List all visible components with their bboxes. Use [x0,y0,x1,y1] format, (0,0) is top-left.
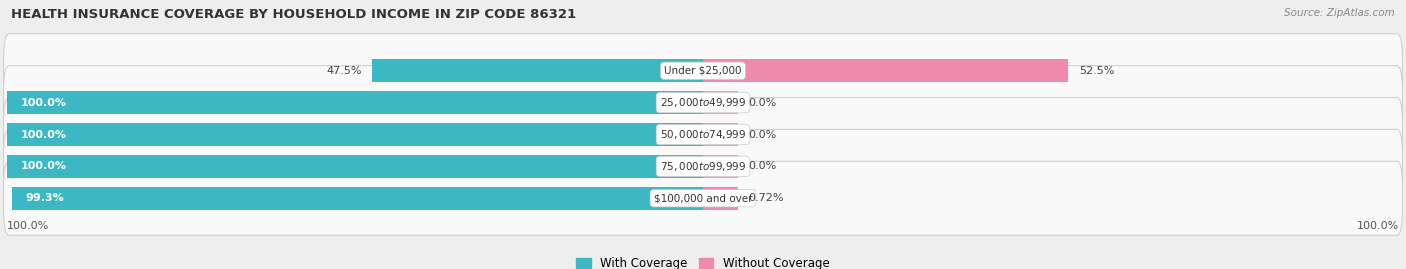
Text: 100.0%: 100.0% [1357,221,1399,231]
Bar [703,59,1069,82]
Bar [703,155,738,178]
Text: $50,000 to $74,999: $50,000 to $74,999 [659,128,747,141]
FancyBboxPatch shape [4,129,1402,203]
Text: HEALTH INSURANCE COVERAGE BY HOUSEHOLD INCOME IN ZIP CODE 86321: HEALTH INSURANCE COVERAGE BY HOUSEHOLD I… [11,8,576,21]
Text: 47.5%: 47.5% [326,66,361,76]
FancyBboxPatch shape [4,66,1402,140]
Text: 52.5%: 52.5% [1078,66,1114,76]
FancyBboxPatch shape [4,34,1402,108]
Text: 100.0%: 100.0% [21,98,67,108]
Text: $100,000 and over: $100,000 and over [654,193,752,203]
Text: 100.0%: 100.0% [21,161,67,171]
Text: 0.72%: 0.72% [748,193,783,203]
FancyBboxPatch shape [4,98,1402,171]
Legend: With Coverage, Without Coverage: With Coverage, Without Coverage [572,253,834,269]
FancyBboxPatch shape [4,161,1402,235]
Text: 0.0%: 0.0% [748,98,776,108]
Bar [7,123,703,146]
Text: 100.0%: 100.0% [7,221,49,231]
Text: Under $25,000: Under $25,000 [664,66,742,76]
Bar [703,123,738,146]
Text: $25,000 to $49,999: $25,000 to $49,999 [659,96,747,109]
Text: Source: ZipAtlas.com: Source: ZipAtlas.com [1284,8,1395,18]
Text: 100.0%: 100.0% [21,129,67,140]
Text: 99.3%: 99.3% [25,193,65,203]
Text: 0.0%: 0.0% [748,129,776,140]
Bar [703,91,738,114]
Text: 0.0%: 0.0% [748,161,776,171]
Bar [7,91,703,114]
Bar [7,155,703,178]
Text: $75,000 to $99,999: $75,000 to $99,999 [659,160,747,173]
Bar [373,59,703,82]
Bar [703,187,738,210]
Bar [11,187,703,210]
